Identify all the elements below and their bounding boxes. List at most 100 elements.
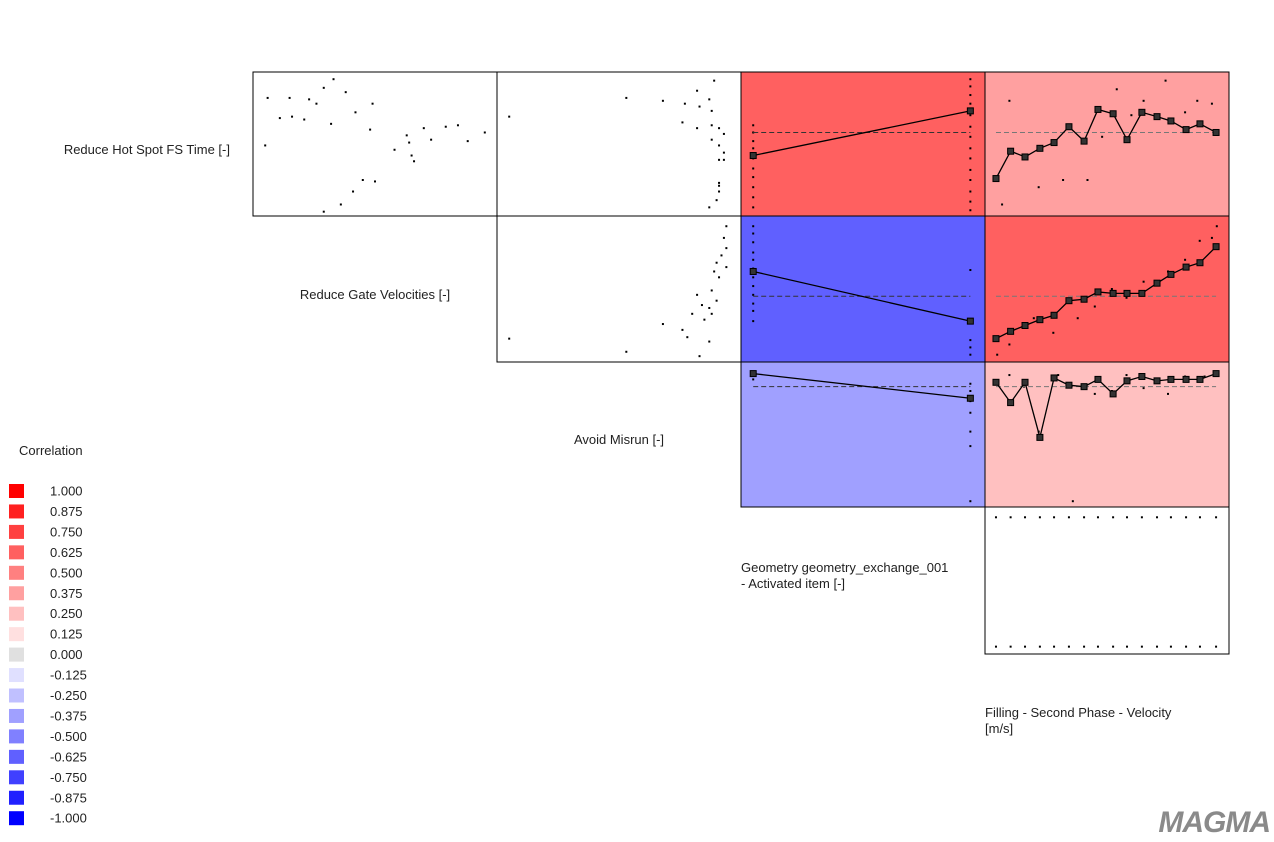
point [393,148,396,151]
trend-marker [1050,374,1058,382]
point [969,339,972,342]
point [752,196,755,199]
point [708,340,711,343]
point [698,105,701,108]
point [969,168,972,171]
label-line: Avoid Misrun [-] [573,432,665,447]
trend-marker [1196,259,1204,267]
correlation-cell [740,361,986,508]
trend-marker [1109,390,1117,398]
trend-marker [1007,327,1015,335]
point [718,181,721,184]
legend-swatch [9,749,24,764]
point [994,516,997,519]
output-label: Filling - Second Phase - Velocity [m/s] [985,705,1171,737]
point [969,179,972,181]
point [710,138,713,141]
point [725,225,728,228]
point [715,199,718,202]
point [1001,203,1004,206]
point [1062,179,1065,181]
point [752,167,755,170]
point [1037,186,1040,189]
point [405,134,408,137]
point [1008,374,1011,377]
point [708,306,711,309]
point [752,225,755,228]
point [1038,516,1041,519]
trend-marker [1109,110,1117,118]
point [330,122,333,125]
point [681,121,684,124]
legend-label: 0.500 [50,565,83,580]
point [266,96,269,99]
point [1071,500,1074,503]
trend-marker [1094,288,1102,296]
point [696,293,699,296]
point [1067,516,1070,519]
point [718,276,721,279]
legend-label: 0.250 [50,606,83,621]
trend-marker [1050,311,1058,319]
point [374,180,376,183]
legend-label: -0.750 [50,770,87,785]
point [661,323,664,326]
point [969,269,972,272]
point [700,304,703,307]
point [1067,645,1070,648]
variable-label: Avoid Misrun [-] [497,432,741,448]
point [752,309,755,312]
point [681,328,684,331]
point [969,353,972,356]
point [722,236,725,239]
point [288,96,291,99]
trend-marker [1021,153,1029,161]
trend-line [995,246,1217,340]
point [413,160,416,163]
point [752,241,755,244]
point [625,350,628,353]
point [752,176,755,179]
trend-marker [1123,289,1131,297]
point [722,158,725,161]
point [1196,99,1199,102]
point [969,200,972,203]
legend-label: -0.375 [50,708,87,723]
trend-marker [1080,295,1088,303]
point [718,144,721,147]
point [720,254,723,257]
logo: MAGMA [1158,806,1271,839]
point [1125,374,1128,377]
point [969,430,972,433]
point [466,140,469,143]
trend-marker [1007,399,1015,407]
cell-frame [984,506,1230,655]
point [354,111,357,114]
point [483,131,486,134]
point [1169,516,1172,519]
point [1032,317,1035,320]
point [371,102,374,105]
point [456,124,459,127]
point [686,336,689,339]
point [1169,645,1172,648]
legend-swatch [9,504,24,519]
point [1053,516,1056,519]
legend-label: -1.000 [50,811,87,826]
point [1093,305,1096,308]
trend-marker [1153,377,1161,385]
point [308,98,311,101]
legend-label: 0.875 [50,504,83,519]
point [1184,258,1187,261]
point [408,141,411,144]
trend-marker [749,152,757,160]
point [339,203,342,206]
point [969,94,972,97]
point [718,184,721,187]
legend-swatch [9,770,24,785]
trend-marker [1080,137,1088,145]
label-line: Filling - Second Phase - Velocity [985,705,1172,720]
trend-marker [992,175,1000,183]
point [752,320,755,323]
trend-marker [1123,377,1131,385]
